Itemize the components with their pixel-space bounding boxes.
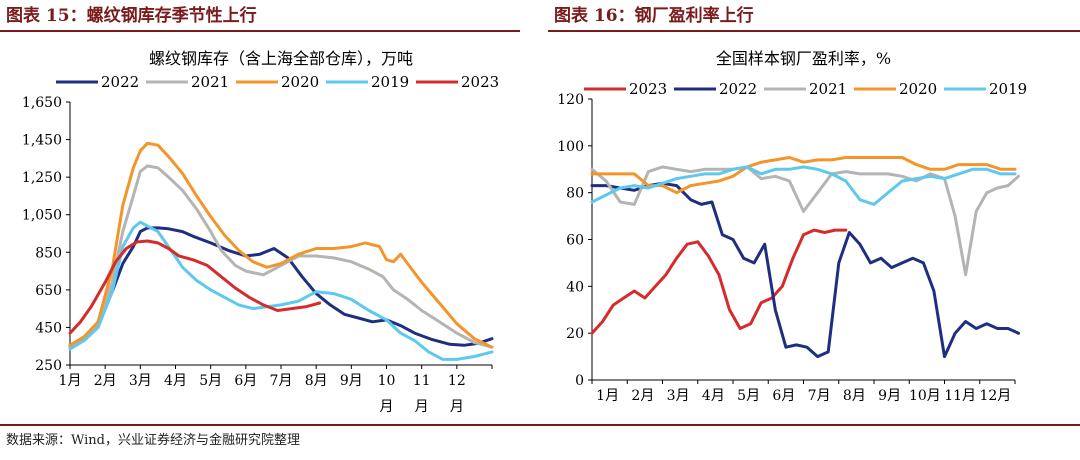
legend-item-2020: 2020 (854, 80, 937, 98)
series-line-2023 (590, 228, 848, 335)
x-tick-label: 8月 (843, 388, 866, 404)
series-line-2023 (68, 239, 322, 335)
x-tick-label: 3月 (129, 373, 152, 389)
y-tick-label: 100 (557, 139, 584, 155)
legend-label: 2019 (989, 80, 1027, 98)
series-line-2021 (68, 164, 494, 349)
legend-label: 2019 (371, 73, 409, 91)
right-panel-header: 图表 16：钢厂盈利率上行 (548, 0, 1080, 32)
y-tick-label: 1,250 (22, 170, 62, 186)
x-tick-label: 6月 (234, 373, 257, 389)
x-tick-label: 5月 (737, 388, 760, 404)
source-note: 数据来源：Wind，兴业证券经济与金融研究院整理 (0, 424, 1080, 460)
chart-title: 螺纹钢库存（含上海全部仓库），万吨 (149, 49, 413, 68)
y-tick-label: 0 (575, 373, 584, 389)
legend-label: 2022 (101, 73, 139, 91)
y-tick-label: 80 (566, 186, 584, 202)
y-tick-label: 250 (35, 358, 62, 374)
y-tick-label: 450 (35, 320, 62, 336)
series-line-2020 (68, 141, 494, 349)
legend-item-2019: 2019 (944, 80, 1027, 98)
y-tick-label: 120 (557, 92, 584, 108)
x-tick-label: 6月 (772, 388, 795, 404)
chart-title: 全国样本钢厂盈利率，% (716, 49, 891, 68)
x-tick-label: 5月 (199, 373, 222, 389)
y-tick-label: 40 (566, 279, 584, 295)
y-tick-label: 850 (35, 245, 62, 261)
x-tick-label: 8月 (305, 373, 328, 389)
steel-mill-profit-chart: 全国样本钢厂盈利率，% 2023 2022 2021 2020 2019 120 100 80 6… (557, 49, 1027, 404)
legend-label: 2023 (629, 80, 667, 98)
y-tick-label: 20 (566, 326, 584, 342)
x-tick-label: 11月 (944, 388, 976, 404)
rebar-inventory-chart: 螺纹钢库存（含上海全部仓库），万吨 2022 2021 2020 2019 2023 1,6… (22, 49, 499, 415)
x-tick-label: 7月 (270, 373, 293, 389)
legend-item-2021: 2021 (764, 80, 847, 98)
legend-item-2019: 2019 (326, 73, 409, 91)
legend-item-2023: 2023 (584, 80, 667, 98)
legend-label: 2020 (899, 80, 937, 98)
legend-item-2021: 2021 (146, 73, 229, 91)
x-tick-label: 9月 (340, 373, 363, 389)
legend-label: 2021 (191, 73, 229, 91)
x-tick-label: 1月 (59, 373, 82, 389)
legend-label: 2020 (281, 73, 319, 91)
legend-item-2023: 2023 (416, 73, 499, 91)
x-tick-label: 12月 (979, 388, 1011, 404)
legend-label: 2022 (719, 80, 757, 98)
y-tick-label: 1,650 (22, 95, 62, 111)
legend-item-2020: 2020 (236, 73, 319, 91)
x-tick-label: 3月 (667, 388, 690, 404)
x-tick-label: 7月 (808, 388, 831, 404)
legend-item-2022: 2022 (56, 73, 139, 91)
left-panel-header: 图表 15：螺纹钢库存季节性上行 (0, 0, 520, 32)
x-tick-label: 10月 (909, 388, 941, 404)
x-tick-label: 1月 (596, 388, 619, 404)
y-tick-label: 1,050 (22, 208, 62, 224)
x-tick-label: 4月 (164, 373, 187, 389)
series-line-2019 (68, 220, 494, 361)
x-tick-label: 2月 (94, 373, 117, 389)
x-tick-label: 4月 (702, 388, 725, 404)
x-tick-label: 2月 (631, 388, 654, 404)
series-line-2020 (590, 156, 1017, 195)
y-tick-label: 1,450 (22, 133, 62, 149)
y-tick-label: 650 (35, 283, 62, 299)
legend-item-2022: 2022 (674, 80, 757, 98)
y-tick-label: 60 (566, 233, 584, 249)
legend-label: 2021 (809, 80, 847, 98)
series-line-2021 (590, 165, 1020, 277)
series-line-2019 (590, 165, 1017, 206)
x-tick-label: 9月 (878, 388, 901, 404)
legend-label: 2023 (461, 73, 499, 91)
